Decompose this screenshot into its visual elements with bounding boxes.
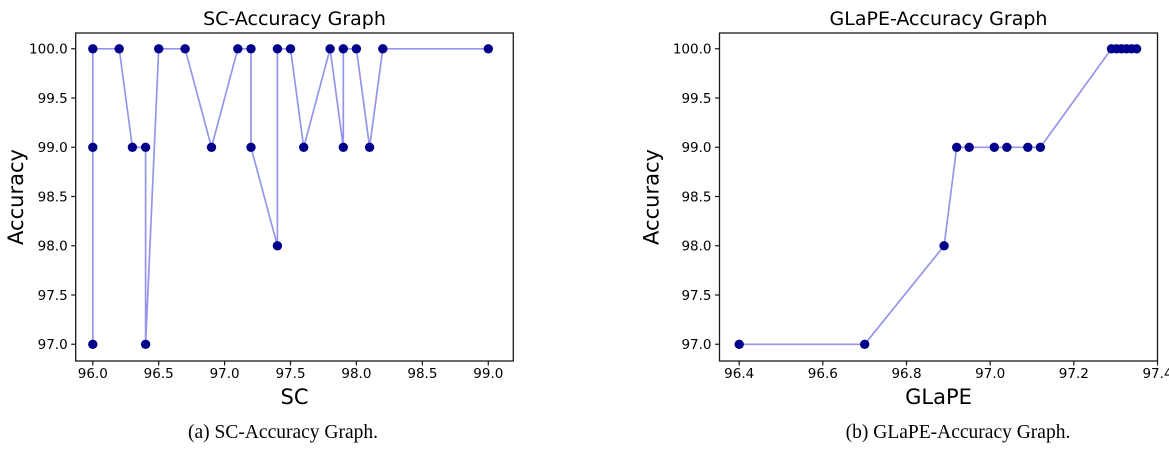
y-tick-label: 99.5	[681, 91, 711, 107]
data-point	[246, 142, 256, 152]
data-point	[140, 339, 151, 349]
data-point	[180, 44, 190, 54]
x-tick-label: 97.4	[1142, 366, 1169, 382]
y-tick-label: 97.0	[681, 337, 711, 353]
x-tick-label: 97.5	[275, 366, 305, 382]
data-point	[272, 44, 283, 54]
y-tick-label: 98.0	[38, 239, 68, 255]
y-tick-label: 100.0	[29, 42, 68, 58]
data-point	[299, 142, 309, 152]
data-point	[1002, 142, 1012, 152]
y-tick-label: 99.5	[38, 91, 68, 107]
y-tick-label: 99.0	[38, 140, 68, 156]
data-point	[88, 142, 98, 152]
chart-title: SC-Accuracy Graph	[203, 8, 386, 30]
data-point	[939, 241, 949, 251]
data-point	[1131, 44, 1142, 54]
x-axis-label: GLaPE	[905, 385, 972, 409]
y-axis-label: Accuracy	[4, 149, 28, 245]
y-tick-label: 98.5	[681, 189, 711, 205]
data-point	[1035, 142, 1046, 152]
data-point	[154, 44, 164, 54]
x-tick-label: 97.2	[1059, 366, 1089, 382]
x-tick-label: 98.0	[341, 366, 371, 382]
caption-a: (a) SC-Accuracy Graph.	[187, 422, 379, 443]
y-tick-label: 99.0	[681, 140, 711, 156]
x-tick-label: 96.6	[808, 366, 838, 382]
data-point	[964, 142, 974, 152]
data-point	[338, 44, 348, 54]
data-point	[734, 339, 744, 349]
data-point	[88, 339, 98, 349]
data-point	[233, 44, 243, 54]
y-tick-label: 100.0	[673, 42, 712, 58]
data-point	[989, 142, 999, 152]
x-tick-label: 97.0	[210, 366, 240, 382]
data-point	[1023, 142, 1033, 152]
data-point	[272, 241, 283, 251]
data-point	[114, 44, 124, 54]
data-point	[88, 44, 98, 54]
y-tick-label: 97.5	[681, 288, 711, 304]
plot-border	[718, 32, 1159, 362]
x-tick-label: 96.4	[724, 366, 754, 382]
x-axis-label: SC	[281, 385, 309, 409]
y-tick-label: 97.5	[38, 288, 68, 304]
data-point	[952, 142, 962, 152]
data-point	[325, 44, 335, 54]
caption-b: (b) GLaPE-Accuracy Graph.	[845, 422, 1071, 443]
data-point	[285, 44, 296, 54]
series-line	[738, 47, 1138, 346]
glape-accuracy-chart: 96.4 96.6 96.8 97.0 97.2 97.4 97.0 97.5 98.0 98.5…	[640, 8, 1169, 409]
data-point	[127, 142, 138, 152]
x-tick-label: 96.8	[891, 366, 921, 382]
x-tick-label: 97.0	[975, 366, 1005, 382]
data-point	[364, 142, 375, 152]
sc-accuracy-chart: 96.0 96.5 97.0 97.5 98.0 98.5 99.0 97.0 97.5 98.0…	[4, 8, 514, 409]
series-line	[91, 47, 490, 346]
x-tick-label: 99.0	[473, 366, 503, 382]
chart-title: GLaPE-Accuracy Graph	[830, 8, 1048, 30]
y-axis-label: Accuracy	[640, 149, 664, 245]
data-point	[206, 142, 217, 152]
x-tick-label: 98.5	[407, 366, 437, 382]
x-tick-label: 96.0	[78, 366, 108, 382]
data-point	[860, 339, 870, 349]
data-point	[246, 44, 256, 54]
data-point	[140, 142, 151, 152]
y-tick-label: 98.0	[681, 239, 711, 255]
y-tick-label: 98.5	[38, 189, 68, 205]
data-point	[378, 44, 388, 54]
data-point	[351, 44, 362, 54]
x-tick-label: 96.5	[144, 366, 174, 382]
data-point	[483, 44, 493, 54]
y-tick-label: 97.0	[38, 337, 68, 353]
data-point	[338, 142, 348, 152]
